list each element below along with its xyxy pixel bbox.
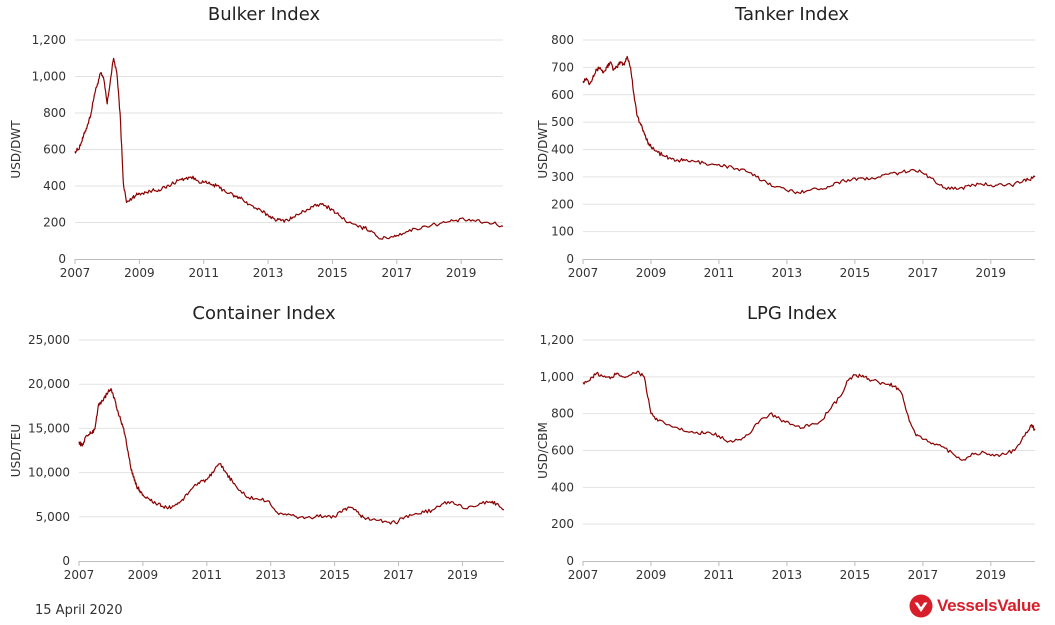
chart-panel-1: 0 200 400 600 800 1,000 1,200 2007 2009 2011 2013 2…: [9, 4, 504, 280]
y-tick-label: 500: [551, 115, 574, 129]
x-tick-label: 2007: [64, 568, 95, 582]
y-tick-label: 0: [62, 554, 70, 568]
x-tick-label: 2015: [840, 568, 871, 582]
x-tick-label: 2015: [319, 568, 350, 582]
y-axis-label: USD/DWT: [9, 120, 23, 179]
y-tick-label: 800: [551, 407, 574, 421]
y-tick-label: 1,200: [540, 333, 574, 347]
chart-title: Tanker Index: [734, 4, 849, 25]
x-tick-label: 2013: [772, 266, 803, 280]
x-tick-label: 2009: [636, 266, 667, 280]
y-tick-label: 700: [551, 60, 574, 74]
y-tick-label: 1,000: [540, 370, 574, 384]
y-tick-label: 0: [566, 252, 574, 266]
chart-title: LPG Index: [747, 303, 837, 324]
y-tick-label: 200: [551, 517, 574, 531]
series-line: [582, 370, 1036, 461]
y-axis-label: USD/DWT: [536, 120, 550, 179]
chart-title: Bulker Index: [208, 4, 321, 25]
vesselsvalue-logo-icon: [909, 594, 933, 618]
series-line: [582, 55, 1036, 195]
x-tick-label: 2011: [188, 266, 219, 280]
x-tick-label: 2007: [568, 568, 599, 582]
x-tick-label: 2009: [124, 266, 155, 280]
x-tick-label: 2011: [704, 266, 735, 280]
chart-title: Container Index: [192, 303, 336, 324]
y-tick-label: 800: [551, 33, 574, 47]
brand-logo[interactable]: VesselsValue: [909, 593, 1041, 619]
x-tick-label: 2013: [253, 266, 284, 280]
x-tick-label: 2015: [317, 266, 348, 280]
x-tick-label: 2009: [636, 568, 667, 582]
x-tick-label: 2007: [60, 266, 91, 280]
y-tick-label: 600: [551, 88, 574, 102]
y-tick-label: 25,000: [28, 333, 70, 347]
x-tick-label: 2011: [704, 568, 735, 582]
y-tick-label: 200: [43, 216, 66, 230]
y-tick-label: 600: [43, 143, 66, 157]
y-tick-label: 5,000: [36, 510, 70, 524]
chart-panel-3: 0 5,000 10,000 15,000 20,000 25,000 2007 2009 20…: [9, 303, 504, 582]
y-tick-label: 20,000: [28, 377, 70, 391]
x-tick-label: 2019: [976, 266, 1007, 280]
y-tick-label: 10,000: [28, 466, 70, 480]
y-tick-label: 300: [551, 170, 574, 184]
x-tick-label: 2013: [772, 568, 803, 582]
y-tick-label: 400: [551, 480, 574, 494]
y-tick-label: 100: [551, 225, 574, 239]
brand-name: VesselsValue: [937, 596, 1041, 615]
x-tick-label: 2007: [568, 266, 599, 280]
chart-panel-2: 0 100 200 300 400 500 600 700 800 2007 2009 2011 201…: [536, 4, 1036, 280]
y-tick-label: 400: [551, 143, 574, 157]
y-tick-label: 800: [43, 106, 66, 120]
x-tick-label: 2017: [908, 266, 939, 280]
y-tick-label: 15,000: [28, 421, 70, 435]
y-tick-label: 0: [566, 554, 574, 568]
series-line: [74, 57, 504, 240]
footer-date: 15 April 2020: [35, 603, 123, 618]
x-tick-label: 2017: [383, 568, 414, 582]
y-tick-label: 400: [43, 179, 66, 193]
chart-panel-4: 0 200 400 600 800 1,000 1,200 2007 2009 2011 2013 2…: [536, 303, 1036, 582]
x-tick-label: 2009: [128, 568, 159, 582]
x-tick-label: 2019: [447, 568, 478, 582]
series-line: [78, 388, 504, 525]
y-tick-label: 1,200: [32, 33, 66, 47]
x-tick-label: 2011: [192, 568, 223, 582]
x-tick-label: 2019: [446, 266, 477, 280]
x-tick-label: 2017: [908, 568, 939, 582]
x-tick-label: 2019: [976, 568, 1007, 582]
y-tick-label: 600: [551, 444, 574, 458]
y-tick-label: 1,000: [32, 70, 66, 84]
x-tick-label: 2015: [840, 266, 871, 280]
y-tick-label: 0: [58, 252, 66, 266]
x-tick-label: 2013: [255, 568, 286, 582]
y-axis-label: USD/CBM: [536, 422, 550, 479]
y-tick-label: 200: [551, 197, 574, 211]
x-tick-label: 2017: [382, 266, 413, 280]
y-axis-label: USD/TEU: [9, 424, 23, 477]
